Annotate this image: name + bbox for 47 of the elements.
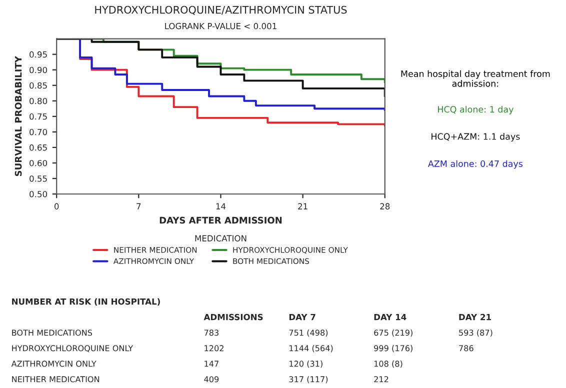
chart-title: HYDROXYCHLOROQUINE/AZITHROMYCIN STATUS [95, 6, 347, 15]
text: DAY 14 [374, 314, 406, 320]
y-tick-label: 0.55 [30, 175, 47, 182]
y-tick-label: 0.90 [30, 66, 48, 74]
x-tick-label: 14 [216, 203, 226, 210]
text: 751 (498) [289, 330, 328, 337]
text: AZM alone: 0.47 days [428, 160, 523, 169]
chart-subtitle: LOGRANK P-VALUE < 0.001 [165, 22, 276, 30]
text: 1202 [204, 345, 224, 352]
text: 593 (87) [459, 330, 492, 337]
text: NUMBER AT RISK (IN HOSPITAL) [12, 298, 160, 306]
text: DAY 21 [459, 314, 491, 320]
text: ADMISSIONS [204, 314, 263, 320]
x-tick-label: 28 [380, 203, 390, 210]
text: HYDROXYCHLOROQUINE ONLY [12, 345, 134, 352]
text: 212 [374, 376, 388, 382]
text: HCQ+AZM: 1.1 days [432, 133, 520, 142]
y-tick-label: 0.60 [30, 160, 48, 166]
y-axis-title: SURVIVAL PROBABILITY [14, 56, 22, 176]
text: 108 (8) [374, 360, 402, 368]
x-tick-label: 0 [54, 203, 59, 210]
x-axis-title: DAYS AFTER ADMISSION [160, 216, 282, 224]
text: 409 [204, 376, 219, 382]
legend-title: MEDICATION [195, 235, 246, 242]
text: BOTH MEDICATIONS [12, 330, 92, 336]
text: NEITHER MEDICATION [12, 376, 100, 382]
y-tick-label: 0.75 [30, 113, 47, 120]
text: 999 (176) [374, 345, 412, 352]
y-tick-label: 0.65 [30, 144, 47, 151]
text: AZITHROMYCIN ONLY [11, 360, 96, 367]
x-tick-label: 21 [298, 203, 308, 210]
text: Mean hospital day treatment from admission: [401, 70, 550, 87]
x-tick-label: 7 [136, 203, 141, 210]
y-tick-label: 0.85 [30, 82, 47, 89]
text: 317 (117) [289, 376, 328, 384]
y-tick-label: 0.50 [30, 190, 48, 198]
text: 1144 (564) [290, 345, 333, 352]
text: DAY 7 [289, 314, 316, 320]
y-tick-label: 0.95 [30, 51, 47, 58]
text: 786 [459, 345, 474, 352]
y-tick-label: 0.80 [30, 98, 48, 104]
text: 783 [204, 330, 218, 336]
text: 147 [204, 360, 218, 367]
text: HCQ alone: 1 day [438, 106, 514, 114]
text: 675 (219) [374, 330, 412, 337]
y-tick-label: 0.70 [30, 128, 48, 136]
text: 120 (31) [290, 360, 322, 368]
